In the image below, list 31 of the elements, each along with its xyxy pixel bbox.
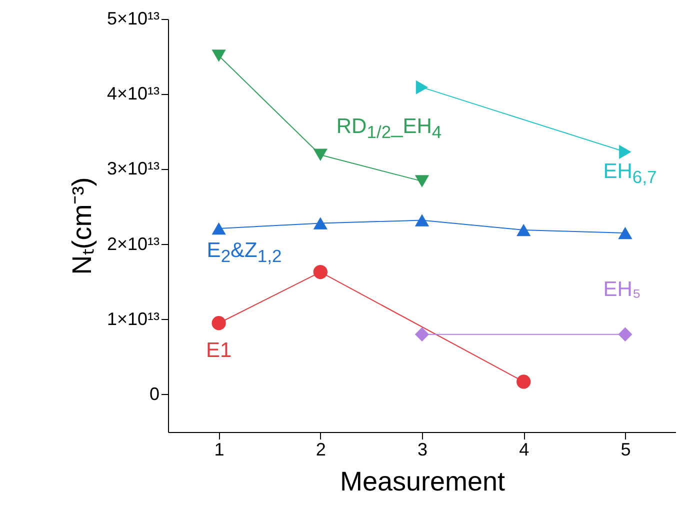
y-tick-label: 2×10¹³	[106, 234, 160, 254]
point	[212, 222, 226, 235]
point	[313, 265, 328, 280]
point	[618, 226, 632, 240]
x-tick-label: 5	[620, 440, 631, 460]
series-label: RD$_{1/2}$_EH$_{4}$	[336, 114, 442, 144]
y-tick-label: 3×10¹³	[106, 158, 160, 179]
series-label: EH₅	[603, 278, 641, 302]
x-axis-title: Measurement	[340, 466, 506, 496]
y-tick-label: 4×10¹³	[106, 84, 160, 104]
point	[414, 327, 430, 342]
point	[414, 214, 430, 226]
point	[516, 374, 531, 389]
x-tick-label: 3	[417, 440, 428, 460]
series-label: E1	[206, 339, 232, 364]
y-tick-label: 0	[149, 384, 160, 404]
y-tick-label: 1×10¹³	[106, 308, 160, 329]
series-label: E$_{2}$&Z$_{1,2}$	[206, 238, 282, 267]
y-tick-label: 5×10¹³	[106, 8, 160, 28]
point	[313, 148, 328, 162]
point	[516, 224, 531, 236]
point	[618, 327, 632, 342]
point	[212, 316, 226, 330]
y-axis-title: Nₜ(cm⁻³)	[66, 177, 97, 275]
point	[414, 175, 430, 188]
series-label: EH$_{6,7}$	[603, 160, 657, 188]
point	[212, 50, 226, 62]
point	[313, 217, 328, 230]
x-tick-label: 2	[316, 440, 326, 460]
x-tick-label: 1	[214, 440, 224, 460]
x-tick-label: 4	[519, 440, 530, 460]
